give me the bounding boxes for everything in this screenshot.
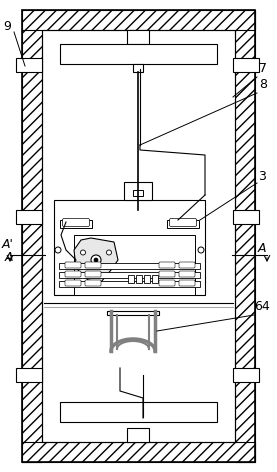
Text: 7: 7 (259, 62, 267, 75)
Circle shape (94, 272, 99, 278)
Circle shape (81, 250, 86, 255)
FancyBboxPatch shape (85, 280, 101, 286)
FancyBboxPatch shape (170, 219, 196, 227)
Polygon shape (74, 238, 118, 282)
Bar (233, 58, 259, 72)
Bar (60, 402, 217, 422)
Circle shape (91, 255, 101, 265)
Bar (74, 235, 195, 295)
FancyBboxPatch shape (179, 280, 195, 286)
Text: 3: 3 (258, 170, 266, 183)
Bar (22, 10, 255, 30)
Bar (235, 10, 255, 462)
FancyBboxPatch shape (63, 219, 89, 227)
Text: A: A (5, 251, 14, 264)
Bar (128, 275, 134, 283)
Bar (152, 275, 158, 283)
Bar (133, 64, 143, 72)
Circle shape (94, 258, 98, 262)
FancyBboxPatch shape (65, 280, 81, 286)
Circle shape (198, 247, 204, 253)
Bar (22, 10, 42, 462)
FancyBboxPatch shape (159, 280, 175, 286)
Bar (59, 281, 200, 287)
Bar (133, 190, 143, 196)
Bar (124, 182, 152, 200)
FancyBboxPatch shape (65, 271, 81, 277)
Bar (22, 442, 255, 462)
FancyBboxPatch shape (179, 262, 195, 268)
Text: A': A' (2, 238, 14, 251)
Bar (16, 58, 42, 72)
Text: 64: 64 (254, 300, 270, 313)
FancyBboxPatch shape (159, 262, 175, 268)
Bar (233, 210, 259, 224)
Bar (59, 263, 200, 269)
Bar (16, 210, 42, 224)
Bar (42, 30, 235, 442)
Bar (60, 44, 217, 64)
Bar (60, 220, 92, 228)
Text: A: A (258, 242, 266, 255)
FancyBboxPatch shape (65, 262, 81, 268)
Circle shape (55, 247, 61, 253)
Bar (127, 30, 149, 44)
Bar (144, 275, 150, 283)
Bar (127, 428, 149, 442)
FancyBboxPatch shape (85, 262, 101, 268)
Circle shape (106, 250, 111, 255)
Bar (233, 368, 259, 382)
FancyBboxPatch shape (85, 271, 101, 277)
Bar (54, 200, 205, 295)
Text: 8: 8 (259, 78, 267, 91)
Bar (16, 368, 42, 382)
Bar (59, 272, 200, 278)
Text: 9: 9 (3, 20, 11, 33)
Bar (136, 275, 142, 283)
Bar (167, 220, 199, 228)
Bar (22, 10, 255, 462)
FancyBboxPatch shape (179, 271, 195, 277)
FancyBboxPatch shape (159, 271, 175, 277)
Bar (107, 311, 159, 315)
